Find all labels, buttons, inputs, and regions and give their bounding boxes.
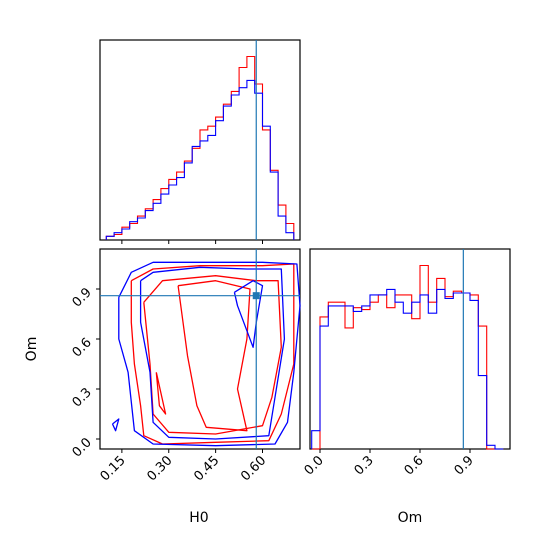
- contour-frame: [99, 248, 301, 450]
- om-x-tick-label-0: 0.0: [302, 453, 327, 478]
- om-x-ticks: 0.0 0.3 0.6 0.9: [302, 449, 477, 478]
- x-axis-label-h0: H0: [189, 510, 208, 526]
- h0-histogram-frame: [99, 39, 301, 241]
- om-x-tick-label-1: 0.3: [352, 453, 377, 478]
- contour-red-level-3: [155, 372, 167, 415]
- om-y-tick-label-1: 0.3: [70, 385, 95, 410]
- om-x-tick-label-2: 0.6: [402, 453, 427, 478]
- contour-blue-level-0: [118, 261, 301, 447]
- om-histogram-panel: 0.0 0.3 0.6 0.9 Om: [302, 248, 511, 526]
- om-y-tick-label-0: 0.0: [70, 435, 95, 460]
- h0-x-tick-label-3: 0.60: [238, 453, 269, 484]
- truth-point-marker: [252, 292, 260, 300]
- h0-x-tick-label-0: 0.15: [98, 453, 129, 484]
- y-axis-label-om: Om: [24, 337, 40, 362]
- h0-x-tick-label-1: 0.30: [144, 453, 175, 484]
- om-x-tick-label-3: 0.9: [452, 453, 477, 478]
- histogram-om-series-red: [311, 264, 504, 450]
- contour-content: [100, 249, 301, 449]
- x-axis-label-om: Om: [398, 510, 423, 526]
- contour-blue-level-1: [139, 266, 286, 440]
- om-y-tick-label-2: 0.6: [70, 335, 95, 360]
- h0-x-tick-label-2: 0.45: [191, 453, 222, 484]
- histogram-h0-series-blue: [105, 79, 295, 240]
- om-histogram-content: [311, 249, 504, 450]
- contour-panel: 0.15 0.30 0.45 0.60 0.0 0.3 0.6 0.9 H0 Om: [24, 248, 301, 526]
- contour-red-level-2: [177, 280, 251, 432]
- contour-y-ticks: 0.0 0.3 0.6 0.9: [70, 285, 100, 460]
- h0-histogram-panel: [99, 39, 301, 244]
- histogram-om-series-blue: [311, 288, 504, 450]
- h0-histogram-content: [105, 40, 295, 244]
- contour-blue-level-3: [111, 418, 120, 432]
- om-y-tick-label-3: 0.9: [70, 285, 95, 310]
- om-histogram-frame: [309, 248, 511, 450]
- contour-x-ticks: 0.15 0.30 0.45 0.60: [98, 449, 269, 484]
- histogram-h0-series-red: [105, 55, 295, 240]
- contour-red-level-0: [130, 263, 295, 445]
